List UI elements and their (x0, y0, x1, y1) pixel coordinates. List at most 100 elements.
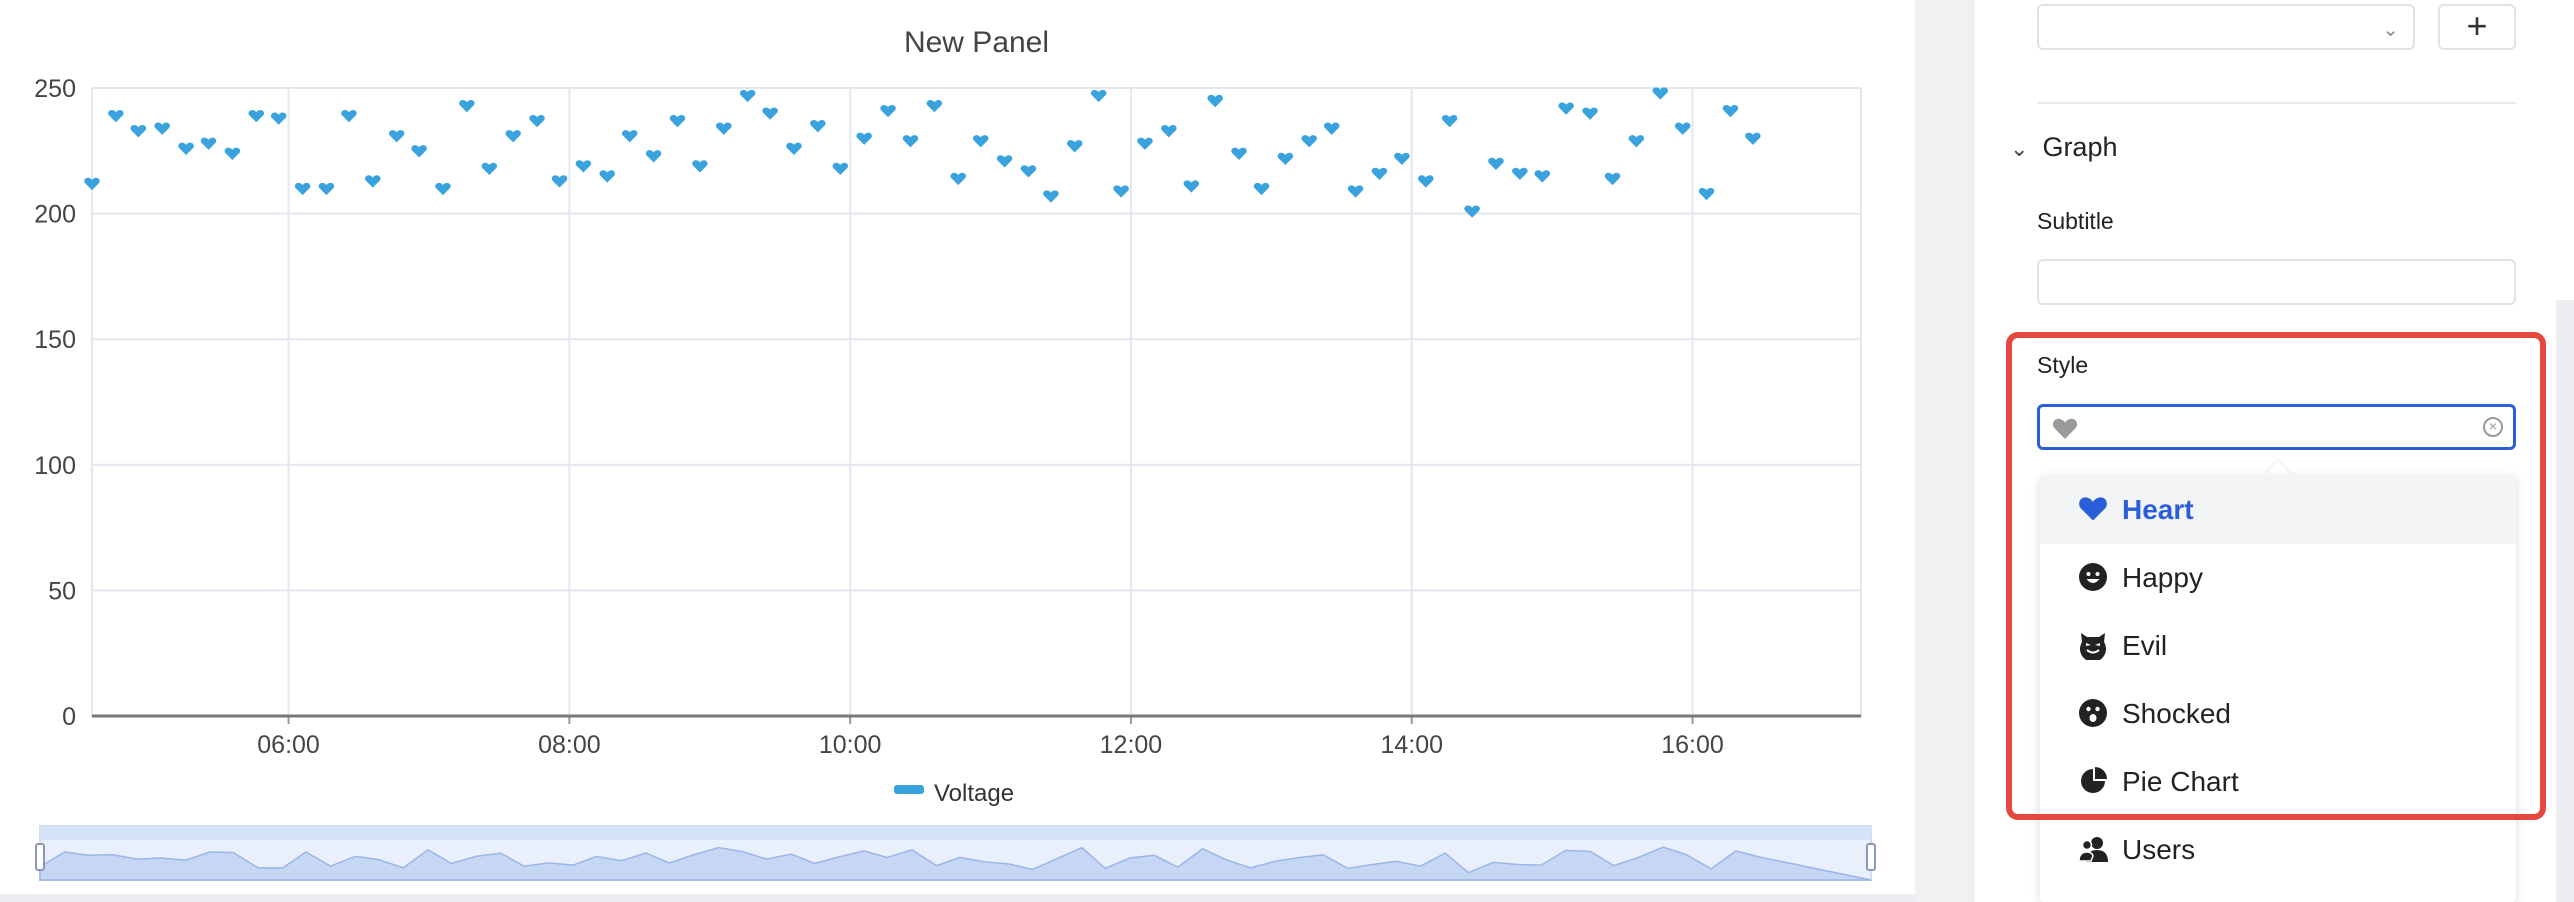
y-tick-label: 150 (34, 326, 76, 354)
data-point (669, 115, 686, 128)
x-tick-label: 10:00 (819, 731, 882, 759)
add-button[interactable]: + (2438, 4, 2516, 50)
data-point (459, 99, 475, 113)
splitter[interactable] (1915, 0, 1975, 902)
shocked-face-icon (2078, 698, 2108, 728)
data-point (1231, 147, 1247, 160)
option-label: Shocked (2122, 698, 2231, 729)
data-point (1558, 102, 1574, 115)
data-point (1464, 205, 1480, 218)
style-select[interactable]: × (2037, 404, 2516, 450)
clear-icon[interactable]: × (2483, 417, 2503, 437)
plot-border (91, 87, 1862, 717)
x-tick-label: 14:00 (1380, 731, 1443, 759)
chart-area: New Panel 0 50 100 150 200 250 06:00 08:00 10:00 1… (0, 26, 1915, 902)
data-point (856, 132, 872, 145)
option-label: Heart (2122, 494, 2194, 525)
evil-face-icon (2078, 630, 2108, 662)
data-point (505, 130, 521, 143)
data-point (1652, 87, 1668, 100)
data-point (1253, 182, 1270, 196)
data-point (1067, 140, 1083, 153)
data-point (1512, 167, 1528, 181)
data-point (1137, 137, 1153, 150)
divider (2037, 102, 2516, 104)
zoom-handle-left (35, 843, 45, 871)
data-point (1043, 190, 1059, 203)
data-point (1207, 94, 1223, 108)
y-tick-label: 50 (48, 577, 76, 605)
data-point (810, 120, 826, 133)
option-pie-chart[interactable]: Pie Chart (2040, 748, 2516, 816)
option-happy[interactable]: Happy (2040, 544, 2516, 612)
data-point (1323, 122, 1340, 135)
subtitle-input[interactable] (2037, 259, 2516, 305)
data-point (716, 122, 732, 135)
data-point (1628, 135, 1645, 148)
pie-chart-icon (2078, 766, 2108, 796)
data-point (692, 160, 708, 173)
data-point (1418, 175, 1434, 188)
data-point (739, 89, 756, 103)
y-tick-label: 100 (34, 452, 76, 480)
data-point (1161, 125, 1177, 138)
data-point (1183, 180, 1200, 193)
option-label: Pie Chart (2122, 766, 2239, 797)
section-graph-header[interactable]: ⌄ Graph (2010, 132, 2117, 163)
y-tick-label: 0 (62, 703, 76, 731)
data-point (551, 175, 568, 188)
data-point (108, 109, 124, 123)
chart-title: New Panel (904, 26, 1049, 59)
data-point (621, 130, 638, 143)
panel-scrollbar[interactable] (2556, 300, 2574, 902)
happy-face-icon (2078, 562, 2108, 592)
data-point (996, 155, 1013, 168)
data-point (1582, 107, 1598, 120)
data-point (972, 135, 989, 148)
subtitle-label: Subtitle (2037, 208, 2114, 234)
x-tick-label: 08:00 (538, 731, 601, 759)
data-point (270, 112, 287, 125)
data-point (880, 104, 896, 118)
top-select[interactable]: ⌄ (2037, 4, 2415, 50)
data-point (902, 135, 919, 148)
data-point (1722, 104, 1739, 118)
option-evil[interactable]: Evil (2040, 612, 2516, 680)
option-users[interactable]: Users (2040, 816, 2516, 884)
data-point (1674, 122, 1691, 135)
option-label: Evil (2122, 630, 2168, 661)
data-point (130, 125, 147, 138)
data-point (1301, 135, 1317, 148)
data-point (154, 122, 170, 135)
data-point (1488, 157, 1504, 171)
data-point (318, 182, 335, 196)
data-point (248, 109, 265, 123)
data-point (599, 170, 616, 183)
data-point (575, 160, 592, 173)
chevron-down-icon: ⌄ (2010, 136, 2029, 161)
data-point (529, 115, 545, 128)
data-point (481, 162, 498, 176)
data-point (950, 172, 967, 186)
option-shocked[interactable]: Shocked (2040, 680, 2516, 748)
data-point (178, 142, 194, 155)
data-point (1698, 187, 1715, 201)
section-title: Graph (2042, 132, 2118, 162)
heart-icon (2052, 416, 2078, 445)
data-point (435, 182, 451, 196)
data-point (1371, 167, 1388, 181)
data-point (1394, 152, 1410, 165)
data-point (1020, 165, 1037, 178)
data-point (1347, 185, 1364, 198)
data-point (224, 147, 241, 160)
data-point (832, 162, 849, 176)
option-heart[interactable]: Heart (2040, 476, 2516, 544)
data-point (200, 137, 217, 150)
y-tick-label: 200 (34, 201, 76, 229)
horizontal-scrollbar[interactable] (0, 894, 1915, 902)
data-point (341, 109, 357, 123)
data-point (294, 182, 311, 196)
data-point (365, 175, 381, 188)
data-point (1604, 172, 1621, 186)
legend-label: Voltage (934, 780, 1014, 807)
